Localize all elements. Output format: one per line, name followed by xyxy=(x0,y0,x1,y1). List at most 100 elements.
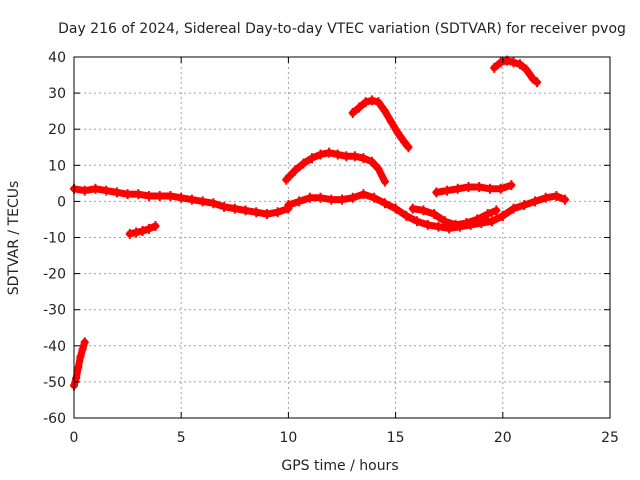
data-point xyxy=(91,183,100,194)
y-axis-label: SDTVAR / TECUs xyxy=(6,181,22,296)
data-point xyxy=(515,59,524,70)
data-point xyxy=(284,200,293,211)
data-point xyxy=(342,151,351,162)
data-point xyxy=(473,214,482,225)
data-point xyxy=(374,163,383,174)
data-point xyxy=(299,158,308,169)
data-point xyxy=(78,344,87,355)
y-tick-label: -60 xyxy=(43,411,66,427)
data-point xyxy=(80,185,89,196)
data-point xyxy=(327,194,336,205)
data-point xyxy=(400,136,409,147)
series-arc-main-early xyxy=(70,183,293,220)
data-point xyxy=(522,64,531,75)
data-point xyxy=(488,216,497,227)
data-point xyxy=(509,203,518,214)
data-point xyxy=(230,203,239,214)
data-point xyxy=(496,57,505,68)
data-point xyxy=(370,192,379,203)
data-point xyxy=(80,337,89,348)
data-point xyxy=(350,151,359,162)
data-point xyxy=(198,196,207,207)
series-arc-peak-38 xyxy=(490,55,542,88)
data-point xyxy=(252,207,261,218)
series-arc-dip-mid xyxy=(408,203,501,230)
data-point xyxy=(132,227,141,238)
data-point xyxy=(509,57,518,68)
data-point xyxy=(209,198,218,209)
data-point xyxy=(134,189,143,200)
data-point xyxy=(333,149,342,160)
data-point xyxy=(155,190,164,201)
x-tick-label: 5 xyxy=(177,430,186,446)
data-point xyxy=(541,192,550,203)
data-point xyxy=(374,97,383,108)
data-point xyxy=(102,185,111,196)
data-point xyxy=(241,205,250,216)
data-point xyxy=(391,203,400,214)
data-point xyxy=(492,205,501,216)
data-point xyxy=(423,219,432,230)
y-tick-label: 20 xyxy=(48,122,66,138)
data-point xyxy=(138,226,147,237)
data-point xyxy=(125,228,134,239)
data-point xyxy=(451,219,460,230)
data-point xyxy=(440,216,449,227)
x-tick-label: 20 xyxy=(494,430,512,446)
data-point xyxy=(533,77,542,88)
data-point xyxy=(520,200,529,211)
x-tick-label: 25 xyxy=(601,430,619,446)
data-point xyxy=(361,97,370,108)
x-tick-label: 15 xyxy=(387,430,405,446)
data-point xyxy=(145,223,154,234)
data-point xyxy=(262,209,271,220)
series-line xyxy=(349,96,412,151)
y-tick-label: -20 xyxy=(43,267,66,283)
y-tick-label: -10 xyxy=(43,231,66,247)
series-arc-small-positive xyxy=(432,180,516,198)
data-point xyxy=(282,174,291,185)
series-arc-main-late xyxy=(498,190,569,221)
series-arc-peak-13 xyxy=(282,147,389,187)
data-point xyxy=(490,62,499,73)
data-point xyxy=(338,194,346,205)
data-point xyxy=(402,210,411,221)
data-point xyxy=(112,187,121,198)
data-point xyxy=(552,190,561,201)
data-point xyxy=(380,106,389,117)
x-tick-label: 10 xyxy=(279,430,297,446)
data-markers xyxy=(70,55,569,391)
data-point xyxy=(166,190,175,201)
data-point xyxy=(408,203,417,214)
data-point xyxy=(404,142,413,153)
data-point xyxy=(496,183,505,194)
data-point xyxy=(305,192,314,203)
data-point xyxy=(74,362,83,373)
data-point xyxy=(368,156,377,167)
data-point xyxy=(434,221,443,232)
data-point xyxy=(316,149,325,160)
data-point xyxy=(443,185,452,196)
series-line xyxy=(282,149,389,186)
y-tick-label: 10 xyxy=(48,158,66,174)
data-point xyxy=(368,95,377,106)
data-point xyxy=(413,216,422,227)
data-point xyxy=(528,73,537,84)
data-point xyxy=(475,181,484,192)
data-point xyxy=(464,181,473,192)
data-point xyxy=(432,187,441,198)
data-point xyxy=(387,116,396,127)
data-point xyxy=(453,183,462,194)
y-tick-label: 30 xyxy=(48,86,66,102)
data-point xyxy=(177,192,186,203)
data-point xyxy=(295,196,304,207)
y-tick-label: -30 xyxy=(43,303,66,319)
data-point xyxy=(419,205,428,216)
data-point xyxy=(380,176,389,187)
data-point xyxy=(507,180,516,191)
data-point xyxy=(76,351,85,362)
data-point xyxy=(430,209,439,220)
y-tick-label: 40 xyxy=(48,50,66,66)
data-point xyxy=(359,153,368,164)
